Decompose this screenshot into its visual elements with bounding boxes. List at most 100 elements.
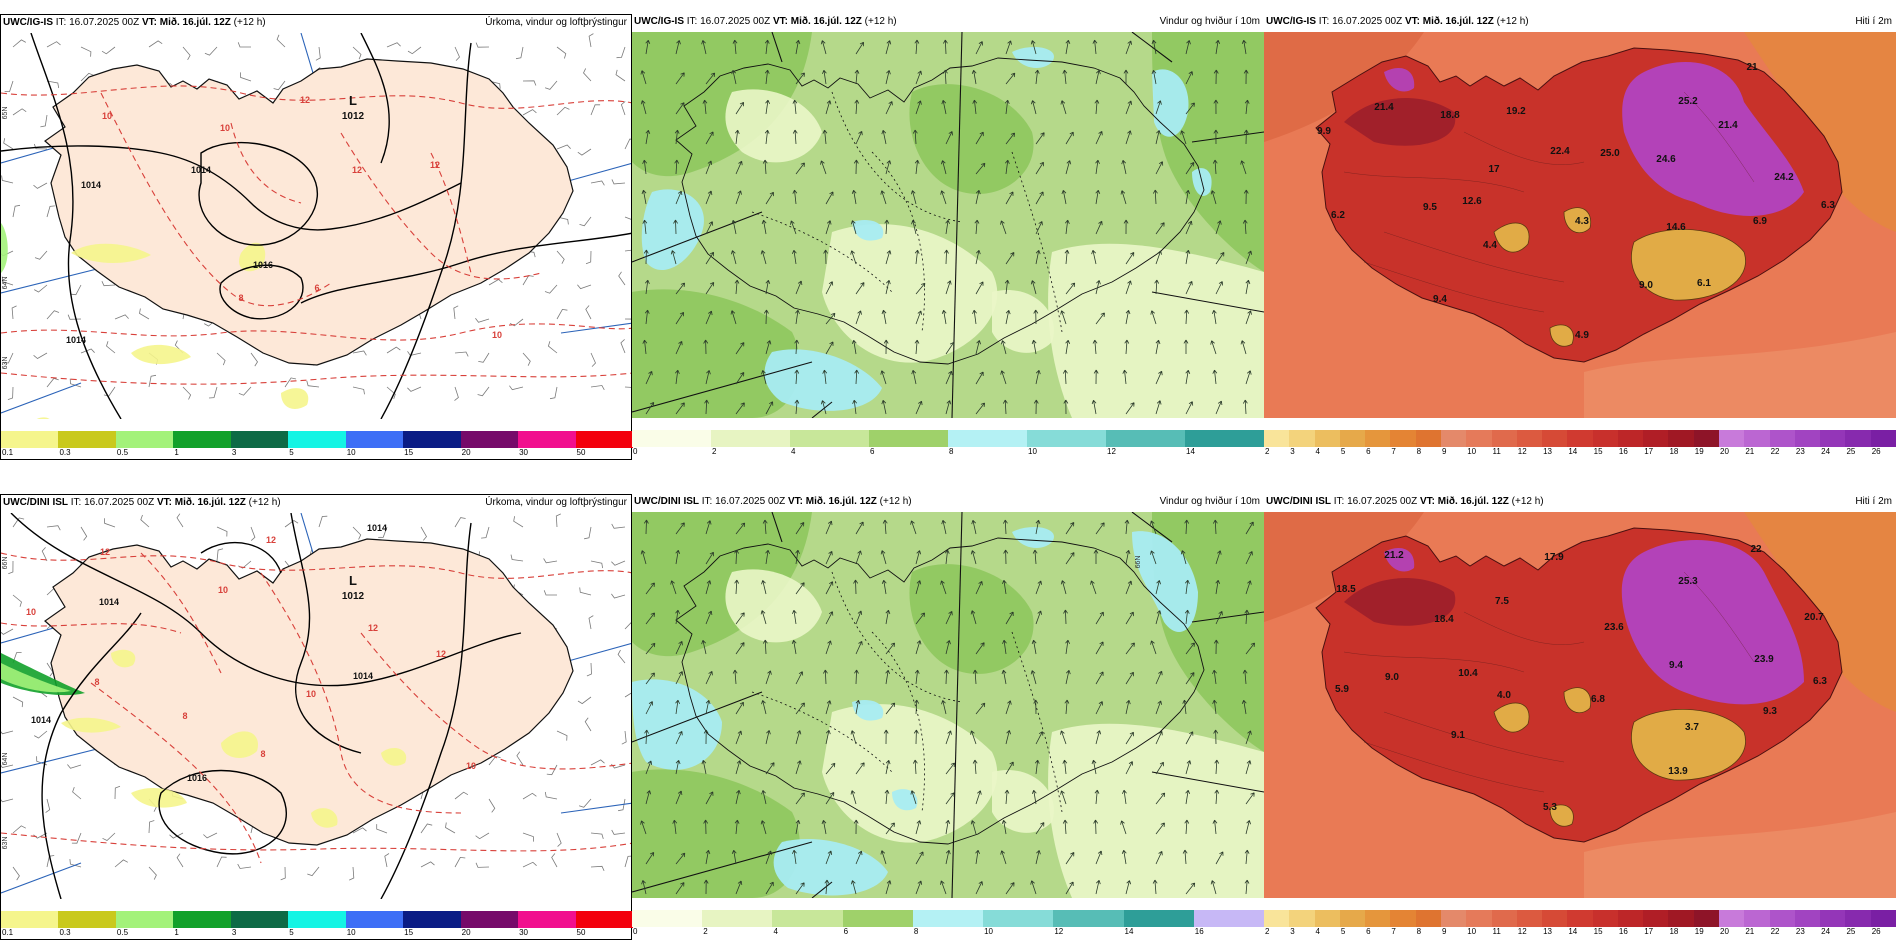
wind-gust-field <box>1132 531 1198 632</box>
wind-arrow <box>1093 549 1099 564</box>
map-value-label: 25.0 <box>1600 148 1620 159</box>
map-value-label: 21 <box>1746 62 1758 73</box>
wind-barb <box>7 386 14 400</box>
wind-arrow <box>854 369 860 385</box>
wind-arrow <box>701 640 707 655</box>
colorbar-tick-label: 4 <box>791 447 796 456</box>
wind-barb <box>4 80 14 93</box>
wind-barb <box>509 318 524 327</box>
map-value-label: 10 <box>218 585 228 595</box>
colorbar: 0.1 0.3 0.5 1 3 5 10 15 20 30 50 <box>1 431 634 457</box>
colorbar-tick-label: 20 <box>461 448 471 457</box>
map-value-label: 5.9 <box>1335 684 1349 695</box>
wind-barb <box>481 526 490 539</box>
colorbar-tick-label: 6 <box>1366 447 1371 456</box>
wind-barb <box>611 829 626 835</box>
latitude-label: 63N <box>2 837 9 850</box>
wind-arrow <box>881 579 887 595</box>
wind-arrow <box>820 40 827 55</box>
wind-arrow <box>1180 130 1187 145</box>
wind-dark-field <box>909 84 1034 194</box>
wind-arrow <box>705 610 713 625</box>
map-value-label: 20.7 <box>1804 612 1824 623</box>
colorbar-tick-label: 18 <box>1669 447 1679 456</box>
cold-areas <box>1493 207 1746 347</box>
wind-arrow <box>1063 609 1068 625</box>
vt-label: VT: <box>772 16 788 27</box>
colorbar-swatch <box>1744 910 1771 927</box>
wind-barb <box>544 791 558 800</box>
colorbar-swatch <box>173 911 232 928</box>
wind-arrow <box>825 581 834 595</box>
wind-arrow <box>735 760 742 775</box>
wind-arrow <box>644 309 650 325</box>
region-borders <box>751 571 1063 813</box>
colorbar-tick-label: 5 <box>289 928 294 937</box>
wind-arrow <box>1184 579 1190 595</box>
colorbar-tick-label: 16 <box>1618 927 1628 936</box>
wind-arrow <box>792 849 797 865</box>
wind-arrow <box>940 160 947 175</box>
wind-arrow <box>1094 789 1100 805</box>
wind-arrow <box>945 280 952 295</box>
wind-arrow <box>883 339 889 355</box>
wind-arrow <box>1002 639 1007 655</box>
cold-area <box>1549 324 1574 347</box>
wind-arrow <box>1060 100 1067 115</box>
isobar-line <box>360 33 390 164</box>
wind-arrow <box>1182 849 1188 865</box>
colorbar-swatch <box>1264 910 1290 927</box>
colorbar-swatch <box>403 911 462 928</box>
wind-arrow <box>1242 669 1248 685</box>
wind-arrow <box>972 669 978 685</box>
wind-arrow <box>1034 759 1040 775</box>
wind-arrow <box>914 669 920 685</box>
wind-arrow <box>1245 792 1255 805</box>
wind-arrow <box>915 400 923 415</box>
map-value-label: 9.3 <box>1763 706 1777 717</box>
colorbar-swatch <box>983 910 1054 927</box>
colorbar-swatch <box>345 431 404 448</box>
wind-arrow <box>795 792 805 805</box>
wind-arrow <box>1212 519 1218 535</box>
precip-patch <box>221 731 259 758</box>
wind-barb <box>12 825 26 834</box>
colorbar-swatch <box>1390 430 1417 447</box>
wind-arrow <box>795 549 800 565</box>
wind-arrow <box>795 671 804 685</box>
graticule-line <box>632 361 813 413</box>
wind-arrow <box>735 730 743 745</box>
wind-arrow <box>641 189 647 205</box>
map-value-label: 9.4 <box>1669 660 1683 671</box>
wind-arrow <box>705 700 711 715</box>
wind-arrow <box>855 850 863 865</box>
temperature-contour <box>1383 711 1565 763</box>
isobar-line <box>380 522 472 899</box>
wind-arrow <box>642 339 648 355</box>
map-value-label: 1014 <box>353 671 373 681</box>
colorbar-swatch <box>1027 430 1107 447</box>
wind-arrow <box>1244 849 1250 865</box>
colorbar-swatch <box>1440 430 1467 447</box>
colorbar-tick-label: 8 <box>1416 927 1422 936</box>
isotherm-line <box>1 552 631 579</box>
wind-arrow <box>705 221 714 235</box>
wind-arrow <box>1060 790 1067 805</box>
wind-arrow <box>1243 69 1249 85</box>
wind-arrow <box>1243 129 1249 145</box>
colorbar-tick-label: 15 <box>404 448 414 457</box>
wind-arrows <box>640 39 1253 415</box>
colorbar-tick-label: 0 <box>633 447 638 456</box>
wind-barb <box>34 284 48 293</box>
map-value-label: 3.7 <box>1685 722 1699 733</box>
wind-barb <box>104 518 116 528</box>
wind-barb <box>475 42 490 48</box>
wind-arrow <box>940 580 947 595</box>
wind-arrow <box>1004 159 1010 175</box>
colorbar-swatch <box>1314 430 1341 447</box>
wind-barb <box>454 351 469 357</box>
colorbar-swatch <box>1845 430 1872 447</box>
wind-arrow <box>1212 819 1218 835</box>
wind-barb <box>556 730 568 741</box>
wind-barb <box>590 560 603 569</box>
